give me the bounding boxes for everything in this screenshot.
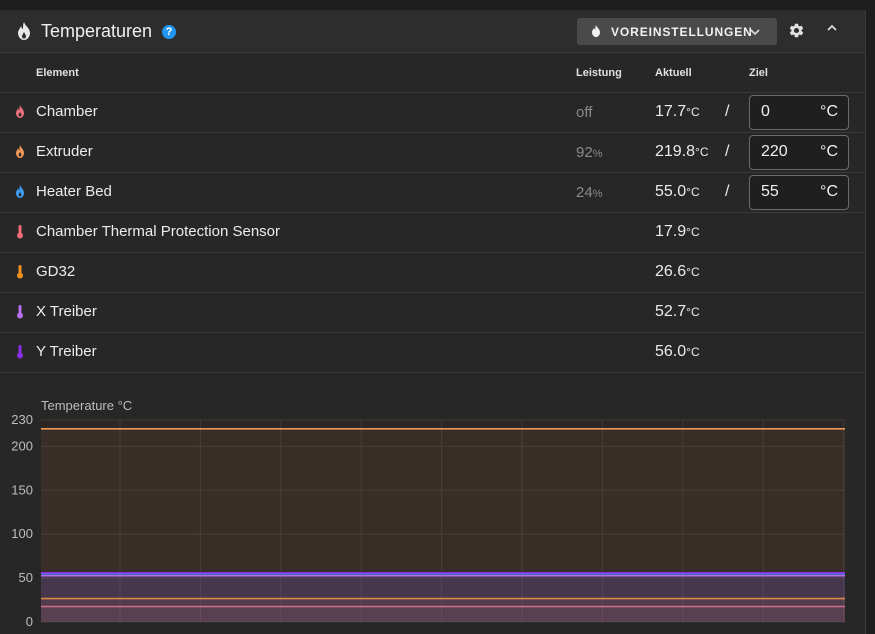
sensor-name: GD32 bbox=[36, 263, 76, 280]
table-row[interactable]: Extruder 92% 219.8°C / 220 °C bbox=[0, 132, 865, 173]
presets-button-label: VOREINSTELLUNGEN bbox=[611, 25, 753, 39]
current-temperature: 56.0°C bbox=[655, 343, 700, 360]
sensor-name: Chamber Thermal Protection Sensor bbox=[36, 223, 280, 240]
temperature-panel: Temperaturen ? VOREINSTELLUNGEN Element … bbox=[0, 10, 866, 634]
chevron-up-icon[interactable] bbox=[826, 22, 838, 34]
current-temperature: 26.6°C bbox=[655, 263, 700, 280]
column-element[interactable]: Element bbox=[36, 67, 79, 79]
series-area bbox=[41, 606, 845, 622]
temperature-chart: Temperature °C05010015020023012:4612:481… bbox=[11, 398, 845, 629]
column-current[interactable]: Aktuell bbox=[655, 67, 692, 79]
thermometer-icon bbox=[17, 225, 23, 239]
y-tick-label: 200 bbox=[11, 438, 33, 453]
sensor-name: Y Treiber bbox=[36, 343, 97, 360]
series-area bbox=[41, 598, 845, 622]
presets-button[interactable]: VOREINSTELLUNGEN bbox=[577, 18, 777, 45]
table-row[interactable]: Heater Bed 24% 55.0°C / 55 °C bbox=[0, 172, 865, 213]
thermometer-icon bbox=[17, 305, 23, 319]
y-tick-label: 230 bbox=[11, 412, 33, 427]
flame-icon bbox=[592, 25, 600, 37]
target-temperature-input[interactable]: 220 °C bbox=[749, 135, 849, 170]
series-area bbox=[41, 575, 845, 622]
gear-icon[interactable] bbox=[788, 22, 805, 39]
current-temperature: 52.7°C bbox=[655, 303, 700, 320]
sensor-name: Heater Bed bbox=[36, 183, 112, 200]
y-tick-label: 100 bbox=[11, 526, 33, 541]
help-icon[interactable]: ? bbox=[162, 25, 176, 39]
column-power[interactable]: Leistung bbox=[576, 67, 622, 79]
panel-title: Temperaturen bbox=[41, 21, 153, 41]
thermometer-icon bbox=[17, 265, 23, 279]
series-area bbox=[41, 573, 845, 622]
column-target[interactable]: Ziel bbox=[749, 67, 768, 79]
y-tick-label: 150 bbox=[11, 482, 33, 497]
table-header: Element Leistung Aktuell Ziel bbox=[0, 52, 865, 93]
y-tick-label: 0 bbox=[26, 614, 33, 629]
power-value: off bbox=[576, 104, 593, 121]
current-temperature: 17.7°C bbox=[655, 103, 700, 120]
target-temperature-input[interactable]: 0 °C bbox=[749, 95, 849, 130]
sensor-name: Extruder bbox=[36, 143, 93, 160]
top-strip bbox=[0, 0, 875, 10]
current-temperature: 55.0°C bbox=[655, 183, 700, 200]
plot-background bbox=[41, 420, 845, 622]
table-row[interactable]: Chamber off 17.7°C / 0 °C bbox=[0, 92, 865, 133]
panel-header: Temperaturen ? VOREINSTELLUNGEN bbox=[0, 10, 865, 53]
series-area bbox=[41, 572, 845, 622]
thermometer-icon bbox=[17, 345, 23, 359]
table-row[interactable]: Chamber Thermal Protection Sensor 17.9°C bbox=[0, 212, 865, 253]
power-value: 24% bbox=[576, 184, 603, 201]
table-row[interactable]: GD32 26.6°C bbox=[0, 252, 865, 293]
current-temperature: 219.8°C bbox=[655, 143, 709, 160]
separator: / bbox=[725, 103, 730, 120]
flame-icon bbox=[18, 22, 30, 40]
sensor-name: X Treiber bbox=[36, 303, 97, 320]
sensor-name: Chamber bbox=[36, 103, 98, 120]
power-value: 92% bbox=[576, 144, 603, 161]
y-axis-label: Temperature °C bbox=[41, 398, 132, 413]
separator: / bbox=[725, 143, 730, 160]
current-temperature: 17.9°C bbox=[655, 223, 700, 240]
chevron-down-icon bbox=[750, 29, 760, 36]
table-row[interactable]: Y Treiber 56.0°C bbox=[0, 332, 865, 373]
flame-icon bbox=[16, 145, 24, 158]
separator: / bbox=[725, 183, 730, 200]
table-row[interactable]: X Treiber 52.7°C bbox=[0, 292, 865, 333]
target-temperature-input[interactable]: 55 °C bbox=[749, 175, 849, 210]
flame-icon bbox=[16, 105, 24, 118]
y-tick-label: 50 bbox=[19, 570, 33, 585]
flame-icon bbox=[16, 185, 24, 198]
